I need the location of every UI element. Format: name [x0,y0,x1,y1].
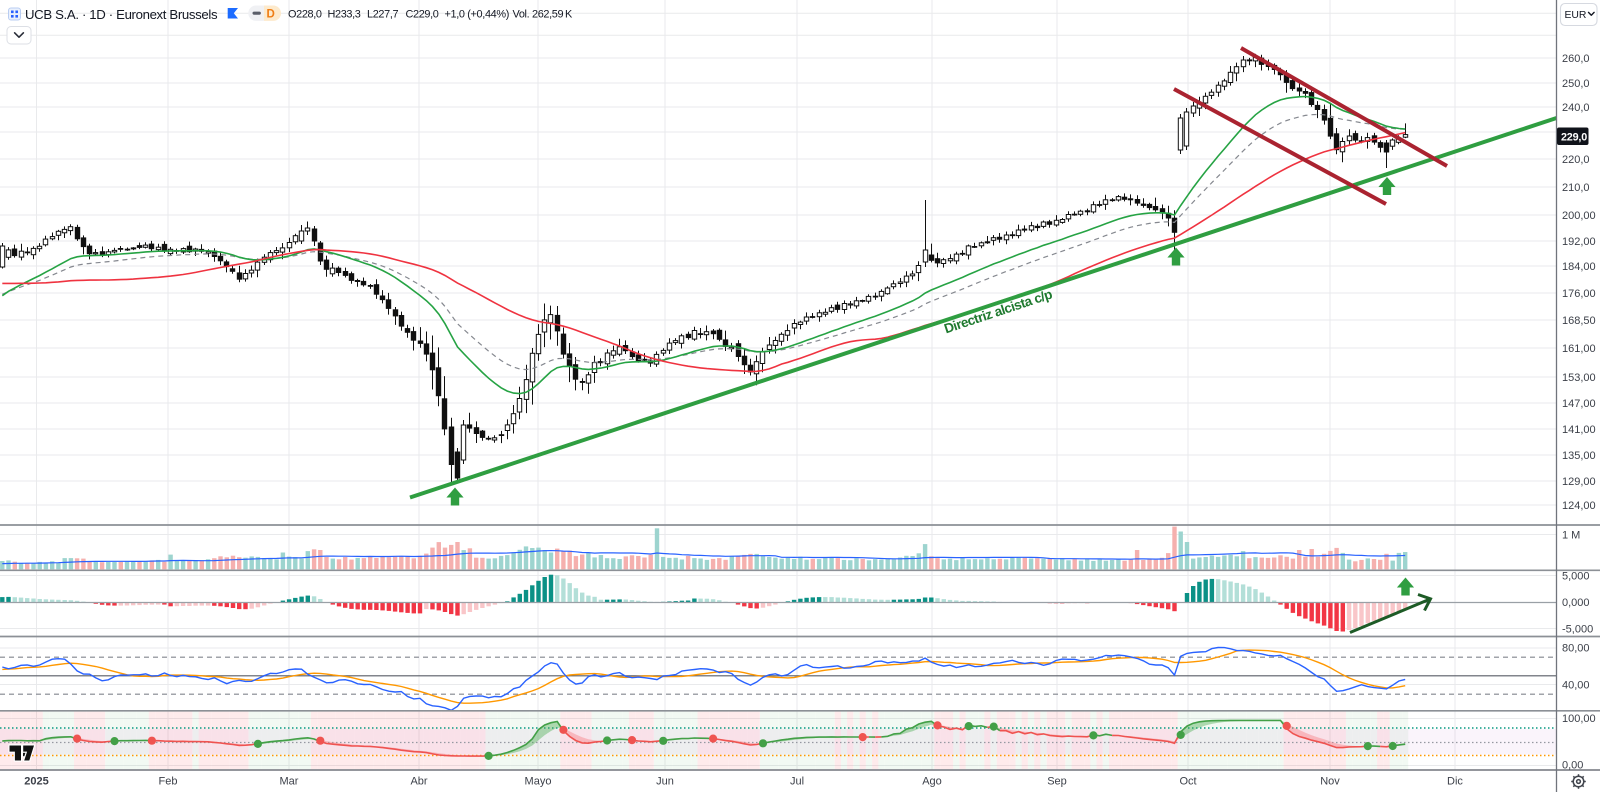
svg-text:UCB S.A. · 1D · Euronext Bruss: UCB S.A. · 1D · Euronext Brussels [25,7,218,22]
svg-text:0,000: 0,000 [1562,597,1590,609]
svg-text:220,0: 220,0 [1562,154,1590,166]
svg-text:Mar: Mar [280,776,299,788]
svg-text:210,0: 210,0 [1562,182,1590,194]
svg-text:Nov: Nov [1320,776,1340,788]
svg-text:200,00: 200,00 [1562,210,1596,222]
svg-text:176,00: 176,00 [1562,288,1596,300]
svg-text:2025: 2025 [24,776,48,788]
svg-text:147,00: 147,00 [1562,398,1596,410]
svg-text:Feb: Feb [159,776,178,788]
svg-text:Oct: Oct [1179,776,1196,788]
svg-text:100,00: 100,00 [1562,713,1596,725]
svg-text:124,00: 124,00 [1562,500,1596,512]
svg-text:Vol.: Vol. [513,9,530,21]
svg-text:161,00: 161,00 [1562,343,1596,355]
svg-text:0,00: 0,00 [1562,760,1583,772]
svg-text:153,00: 153,00 [1562,372,1596,384]
svg-text:168,50: 168,50 [1562,315,1596,327]
svg-text:260,0: 260,0 [1562,53,1590,65]
svg-text:L227,7: L227,7 [367,9,399,21]
svg-text:184,00: 184,00 [1562,261,1596,273]
svg-text:Sep: Sep [1047,776,1067,788]
svg-text:135,00: 135,00 [1562,450,1596,462]
svg-text:Jun: Jun [656,776,674,788]
svg-text:192,00: 192,00 [1562,236,1596,248]
svg-text:250,0: 250,0 [1562,78,1590,90]
svg-text:229,0: 229,0 [1561,132,1587,144]
svg-text:D: D [267,9,275,21]
svg-text:O228,0: O228,0 [288,9,322,21]
svg-text:129,00: 129,00 [1562,476,1596,488]
svg-text:80,00: 80,00 [1562,643,1590,655]
svg-text:Abr: Abr [410,776,427,788]
svg-text:C229,0: C229,0 [406,9,439,21]
svg-text:240,0: 240,0 [1562,102,1590,114]
svg-text:-5,000: -5,000 [1562,624,1593,636]
svg-text:Ago: Ago [922,776,942,788]
svg-text:+1,0 (+0,44%): +1,0 (+0,44%) [445,9,509,21]
svg-text:EUR: EUR [1565,10,1587,21]
svg-text:40,00: 40,00 [1562,680,1590,692]
svg-text:262,59 K: 262,59 K [532,9,573,21]
svg-text:141,00: 141,00 [1562,424,1596,436]
svg-text:Dic: Dic [1447,776,1463,788]
svg-text:1 M: 1 M [1562,530,1580,542]
svg-text:Jul: Jul [790,776,804,788]
svg-text:5,000: 5,000 [1562,571,1590,583]
svg-text:H233,3: H233,3 [328,9,361,21]
svg-text:Mayo: Mayo [525,776,552,788]
